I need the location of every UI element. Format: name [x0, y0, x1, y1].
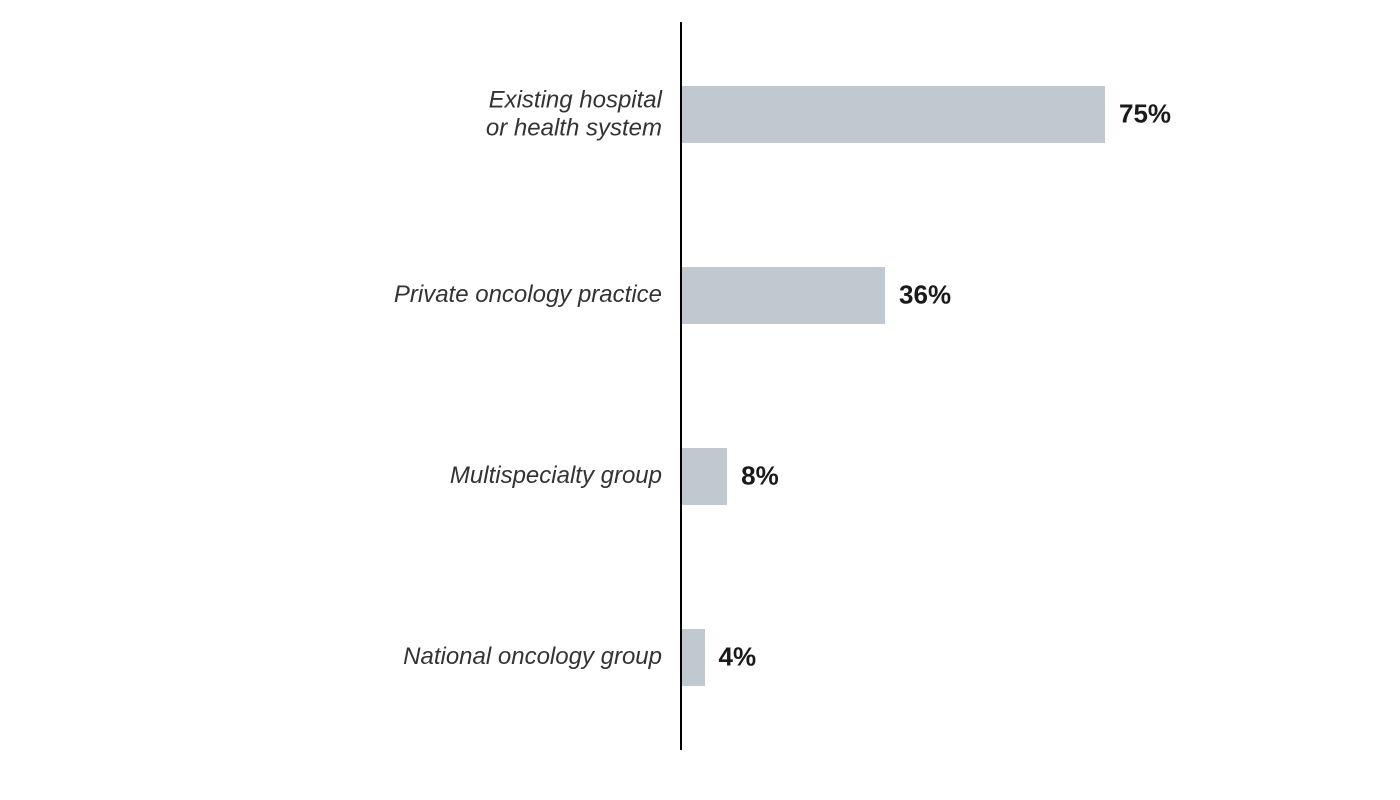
bar-label: Private oncology practice	[0, 281, 662, 309]
bar-label: National oncology group	[0, 643, 662, 671]
horizontal-bar-chart: Existing hospital or health system 75% Pri…	[0, 0, 1400, 800]
bar-value: 4%	[719, 642, 757, 673]
bar-value: 75%	[1119, 99, 1171, 130]
bar-value: 36%	[899, 280, 951, 311]
bar	[682, 86, 1105, 143]
bar	[682, 448, 727, 505]
bar-label: Existing hospital or health system	[0, 86, 662, 141]
bar-label: Multispecialty group	[0, 462, 662, 490]
bar-value: 8%	[741, 461, 779, 492]
bar	[682, 629, 705, 686]
bar	[682, 267, 885, 324]
